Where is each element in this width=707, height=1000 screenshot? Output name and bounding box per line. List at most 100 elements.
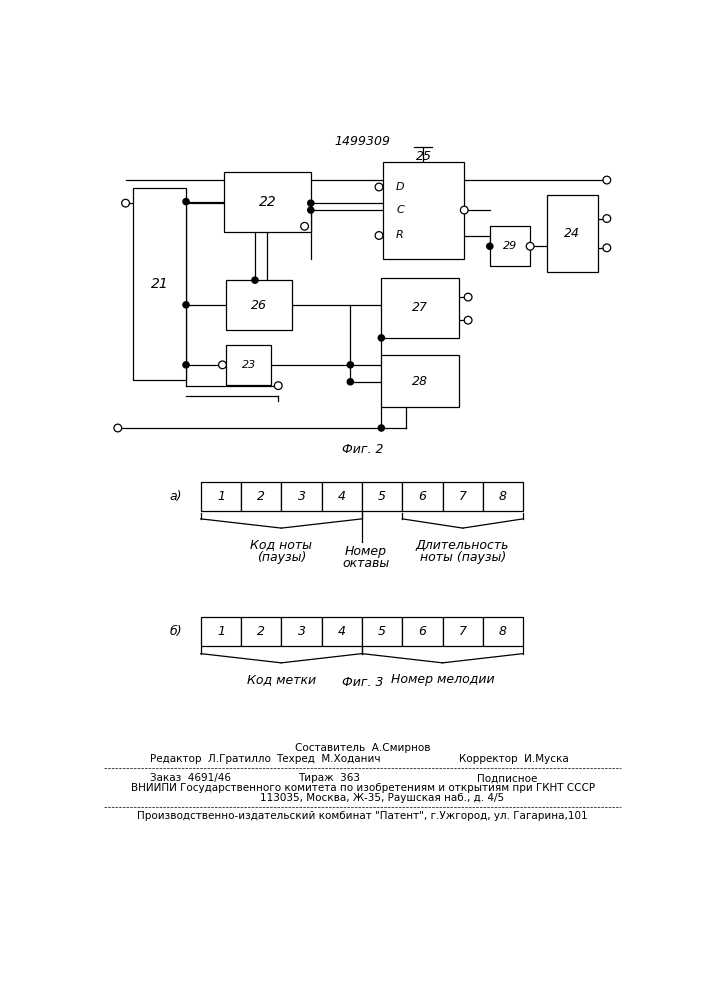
Bar <box>381 355 459 407</box>
Text: 6: 6 <box>419 625 426 638</box>
Bar <box>383 162 464 259</box>
Bar <box>483 482 523 511</box>
Bar <box>547 195 597 272</box>
Text: б): б) <box>170 625 182 638</box>
Circle shape <box>300 222 308 230</box>
Circle shape <box>308 200 314 206</box>
Text: Корректор  И.Муска: Корректор И.Муска <box>459 754 569 764</box>
Text: 27: 27 <box>412 301 428 314</box>
Circle shape <box>603 244 611 252</box>
Circle shape <box>183 199 189 205</box>
Text: Составитель  А.Смирнов: Составитель А.Смирнов <box>295 743 431 753</box>
Circle shape <box>375 183 383 191</box>
Bar <box>134 188 186 380</box>
Text: 2: 2 <box>257 625 265 638</box>
Bar <box>224 172 311 232</box>
Circle shape <box>183 302 189 308</box>
Text: D: D <box>396 182 404 192</box>
Bar <box>443 617 483 646</box>
Text: 1: 1 <box>217 490 225 503</box>
Text: 22: 22 <box>259 195 276 209</box>
Text: ноты (паузы): ноты (паузы) <box>419 551 506 564</box>
Text: Производственно-издательский комбинат "Патент", г.Ужгород, ул. Гагарина,101: Производственно-издательский комбинат "П… <box>137 811 588 821</box>
Bar <box>443 482 483 511</box>
Circle shape <box>308 207 314 213</box>
Text: 3: 3 <box>298 490 305 503</box>
Text: 28: 28 <box>412 375 428 388</box>
Text: 26: 26 <box>251 299 267 312</box>
Bar <box>226 345 271 385</box>
Bar <box>281 617 322 646</box>
Circle shape <box>122 199 129 207</box>
Text: C: C <box>396 205 404 215</box>
Circle shape <box>486 243 493 249</box>
Text: (паузы): (паузы) <box>257 551 306 564</box>
Bar <box>362 617 402 646</box>
Text: ВНИИПИ Государственного комитета по изобретениям и открытиям при ГКНТ СССР: ВНИИПИ Государственного комитета по изоб… <box>131 783 595 793</box>
Bar <box>402 617 443 646</box>
Bar <box>201 482 241 511</box>
Text: Номер: Номер <box>345 545 387 558</box>
Circle shape <box>347 379 354 385</box>
Circle shape <box>347 362 354 368</box>
Text: 8: 8 <box>499 490 507 503</box>
Text: R: R <box>396 231 404 240</box>
Circle shape <box>375 232 383 239</box>
Circle shape <box>460 206 468 214</box>
Text: 21: 21 <box>151 277 168 291</box>
Circle shape <box>218 361 226 369</box>
Circle shape <box>183 362 189 368</box>
Text: 6: 6 <box>419 490 426 503</box>
Text: 3: 3 <box>298 625 305 638</box>
Text: 24: 24 <box>564 227 580 240</box>
Bar <box>381 278 459 338</box>
Text: 1: 1 <box>217 625 225 638</box>
Circle shape <box>252 277 258 283</box>
Text: 113035, Москва, Ж-35, Раушская наб., д. 4/5: 113035, Москва, Ж-35, Раушская наб., д. … <box>221 793 504 803</box>
Text: Техред  М.Ходанич: Техред М.Ходанич <box>276 754 381 764</box>
Bar <box>483 617 523 646</box>
Text: 8: 8 <box>499 625 507 638</box>
Circle shape <box>114 424 122 432</box>
Text: Номер мелодии: Номер мелодии <box>391 673 494 686</box>
Text: 5: 5 <box>378 625 386 638</box>
Text: 7: 7 <box>459 625 467 638</box>
Text: Заказ  4691/46: Заказ 4691/46 <box>151 773 231 783</box>
Bar <box>490 226 530 266</box>
Circle shape <box>274 382 282 389</box>
Circle shape <box>378 425 385 431</box>
Text: октавы: октавы <box>342 557 390 570</box>
Text: 1499309: 1499309 <box>334 135 391 148</box>
Text: 4: 4 <box>338 490 346 503</box>
Bar <box>362 482 402 511</box>
Circle shape <box>603 215 611 222</box>
Text: Длительность: Длительность <box>416 539 510 552</box>
Text: 25: 25 <box>416 150 431 163</box>
Bar <box>201 617 241 646</box>
Text: 5: 5 <box>378 490 386 503</box>
Bar <box>226 280 292 330</box>
Circle shape <box>464 293 472 301</box>
Bar <box>322 482 362 511</box>
Text: 2: 2 <box>257 490 265 503</box>
Bar <box>281 482 322 511</box>
Text: 4: 4 <box>338 625 346 638</box>
Circle shape <box>603 176 611 184</box>
Text: 7: 7 <box>459 490 467 503</box>
Text: 23: 23 <box>242 360 256 370</box>
Circle shape <box>526 242 534 250</box>
Text: Редактор  Л.Гратилло: Редактор Л.Гратилло <box>151 754 271 764</box>
Bar <box>322 617 362 646</box>
Text: Фиг. 3: Фиг. 3 <box>342 676 383 689</box>
Text: Код ноты: Код ноты <box>250 539 312 552</box>
Text: 29: 29 <box>503 241 517 251</box>
Bar <box>241 482 281 511</box>
Text: а): а) <box>170 490 182 503</box>
Bar <box>241 617 281 646</box>
Text: Подписное: Подписное <box>477 773 538 783</box>
Text: Код метки: Код метки <box>247 673 316 686</box>
Text: Фиг. 2: Фиг. 2 <box>342 443 383 456</box>
Circle shape <box>464 316 472 324</box>
Bar <box>402 482 443 511</box>
Text: Тираж  363: Тираж 363 <box>298 773 360 783</box>
